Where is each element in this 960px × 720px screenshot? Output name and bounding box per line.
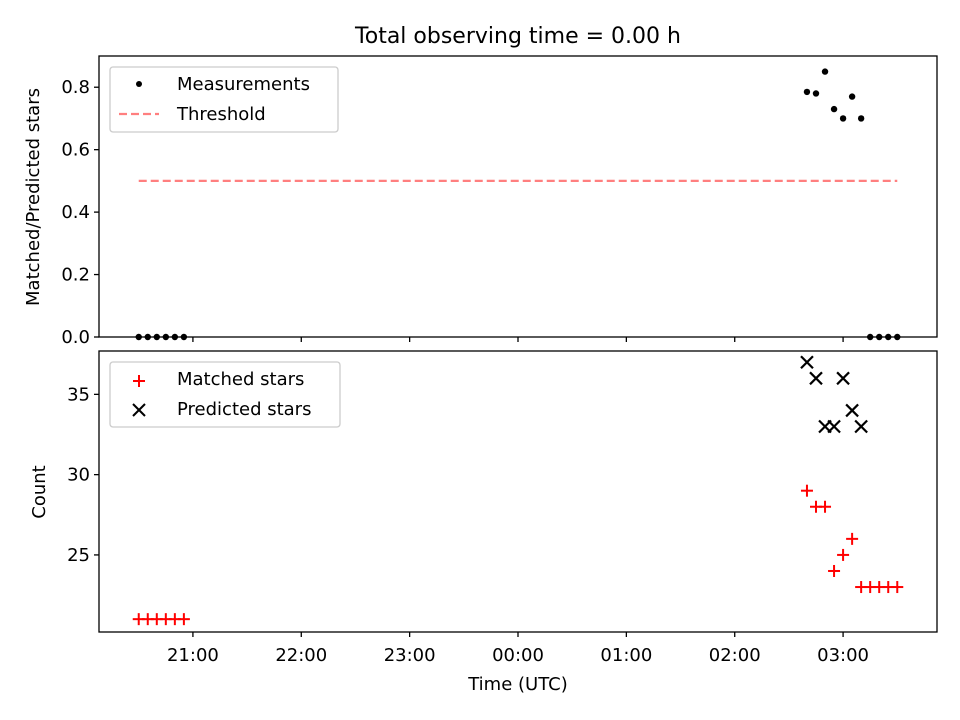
legend-matched-stars-marker [133,375,145,387]
legend-matched-stars-label: Matched stars [177,369,304,390]
legend-predicted-stars-marker [132,403,146,417]
ratio-legend-box [109,66,339,133]
count-x-tick-label: 00:00 [492,645,544,666]
count-y-tick-label: 30 [67,465,90,486]
count-y-ticks: 25 30 35 [67,384,99,566]
count-x-tick-label: 01:00 [600,645,652,666]
ratio-y-tick-label: 0.4 [61,202,90,223]
predicted-stars-point-b [854,419,868,434]
count-y-axis-label: Count [29,465,50,518]
ratio-y-tick-label: 0.8 [61,77,90,98]
matched-stars-point [800,484,813,497]
count-y-tick-label: 25 [67,545,90,566]
measurement-point [848,93,856,100]
count-y-tick-label: 35 [67,384,90,405]
predicted-stars-point [854,419,868,434]
matched-stars-point [846,532,859,545]
count-legend-box [109,361,341,428]
ratio-axes-frame [98,55,938,338]
matched-stars-point [891,581,904,594]
count-legend: Matched stars Predicted stars [109,361,341,428]
predicted-stars-point [836,371,850,386]
count-x-tick-label: 22:00 [275,645,327,666]
predicted-stars-point [827,419,841,434]
ratio-legend: Measurements Threshold [109,66,339,133]
measurement-point [839,115,847,122]
matched-stars-point [177,613,190,626]
ratio-y-tick-label: 0.6 [61,140,90,161]
measurement-point [857,115,865,122]
ratio-panel: Matched/Predicted stars 0.0 0.2 0.4 0.6 0.8 [23,55,938,348]
measurement-point [812,90,820,97]
legend-predicted-stars-label: Predicted stars [177,399,311,420]
count-x-tick-label: 23:00 [384,645,436,666]
matched-stars-point [828,564,841,577]
measurement-point [830,105,838,113]
count-plot-marks [132,355,904,626]
count-x-tick-label: 03:00 [817,645,869,666]
count-x-tick-label: 02:00 [709,645,761,666]
legend-threshold-label: Threshold [176,104,266,125]
ratio-plot-marks [135,68,901,341]
measurement-point [803,88,811,96]
predicted-stars-point [845,403,859,418]
predicted-stars-point-b [836,371,850,386]
ratio-y-tick-label: 0.2 [61,265,90,286]
figure-title: Total observing time = 0.00 h [354,24,681,49]
count-panel: Count Time (UTC) 25 30 35 21:00 22:00 23:00 0… [29,350,938,695]
legend-measurements-marker [136,81,142,87]
ratio-y-ticks: 0.0 0.2 0.4 0.6 0.8 [61,77,99,348]
predicted-stars-point [800,355,814,370]
ratio-y-tick-label: 0.0 [61,327,90,348]
matched-stars-point [819,500,832,513]
predicted-stars-point-b [827,419,841,434]
count-x-ticks: 21:00 22:00 23:00 00:00 01:00 02:00 03:00 [167,632,869,666]
ratio-y-axis-label: Matched/Predicted stars [23,88,44,306]
predicted-stars-point [809,371,823,386]
count-x-axis-label: Time (UTC) [467,674,568,695]
ratio-x-ticks [192,337,844,342]
count-axes-frame [98,350,938,633]
count-x-tick-label: 21:00 [167,645,219,666]
predicted-stars-point-b [809,371,823,386]
legend-measurements-label: Measurements [177,74,310,95]
predicted-stars-point-b [845,403,859,418]
predicted-stars-point-b [800,355,814,370]
measurement-point [821,68,829,75]
matched-stars-point [837,548,850,561]
